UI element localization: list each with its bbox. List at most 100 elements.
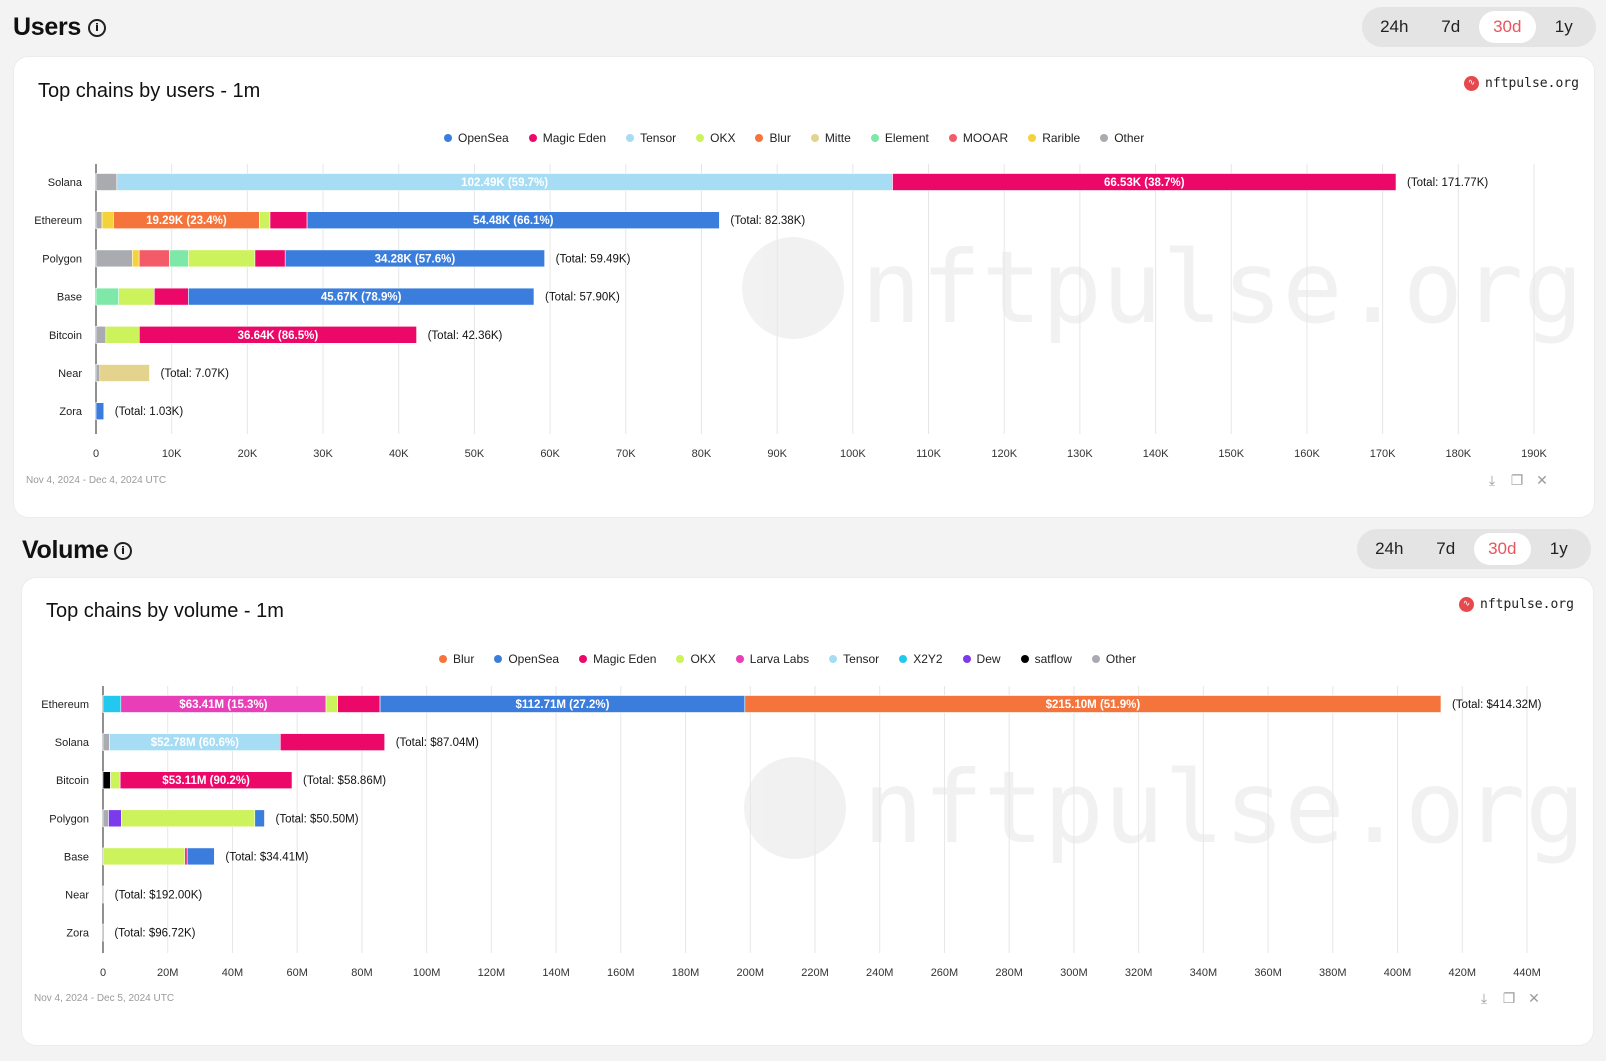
y-category-label: Polygon xyxy=(49,813,89,825)
legend-item[interactable]: satflow xyxy=(1020,652,1072,666)
legend-item[interactable]: Tensor xyxy=(626,131,676,145)
x-tick-label: 80K xyxy=(692,448,712,460)
bar-segment[interactable] xyxy=(102,847,186,866)
bar-segment[interactable] xyxy=(153,287,189,306)
legend-item[interactable]: OKX xyxy=(676,652,716,666)
tab-24h[interactable]: 24h xyxy=(1375,539,1404,558)
bar-segment[interactable] xyxy=(184,847,188,866)
legend-item[interactable]: MOOAR xyxy=(948,131,1008,145)
bar-segment[interactable] xyxy=(138,325,417,344)
tab-24h[interactable]: 24h xyxy=(1380,17,1409,36)
x-tick-label: 80M xyxy=(351,967,372,979)
legend-item[interactable]: Tensor xyxy=(829,652,879,666)
legend-item[interactable]: Rarible xyxy=(1028,131,1080,145)
tab-7d[interactable]: 7d xyxy=(1441,17,1461,36)
bar-segment[interactable] xyxy=(744,695,1442,713)
legend-item[interactable]: OpenSea xyxy=(494,652,559,666)
bar-segment[interactable] xyxy=(102,885,105,904)
x-tick-label: 240M xyxy=(866,967,894,979)
bar-segment[interactable] xyxy=(101,211,114,229)
bar-segment[interactable] xyxy=(132,249,140,268)
bar-segment[interactable] xyxy=(138,249,170,268)
bar-segment[interactable] xyxy=(284,249,545,268)
x-tick-label: 160M xyxy=(607,967,635,979)
bar-segment[interactable] xyxy=(254,249,286,268)
download-icon[interactable]: ⤓ xyxy=(1488,473,1496,489)
bar-segment[interactable] xyxy=(110,771,121,789)
info-icon[interactable]: i xyxy=(88,19,106,37)
legend-item[interactable]: Larva Labs xyxy=(735,652,810,666)
legend-label: Larva Labs xyxy=(749,652,810,666)
bar-segment[interactable] xyxy=(95,325,107,344)
bar-segment[interactable] xyxy=(892,173,1397,191)
bar-segment[interactable] xyxy=(102,695,122,713)
legend-dot xyxy=(696,134,705,142)
x-share-icon[interactable]: ✕ xyxy=(1536,473,1548,489)
x-tick-label: 380M xyxy=(1319,967,1347,979)
legend-item[interactable]: Other xyxy=(1091,652,1136,666)
x-tick-label: 200M xyxy=(737,967,765,979)
info-icon[interactable]: i xyxy=(114,542,132,560)
legend-item[interactable]: Mitte xyxy=(810,131,851,145)
legend-item[interactable]: OKX xyxy=(696,131,735,145)
legend-item[interactable]: Blur xyxy=(755,131,791,145)
bar-segment[interactable] xyxy=(119,771,293,789)
bar-segment[interactable] xyxy=(259,211,271,229)
tab-30d[interactable]: 30d xyxy=(1479,11,1536,43)
bar-data-label: 45.67K (78.9%) xyxy=(321,292,402,304)
tab-1y[interactable]: 1y xyxy=(1549,539,1568,558)
tab-1y[interactable]: 1y xyxy=(1554,17,1573,36)
bar-segment[interactable] xyxy=(102,923,105,942)
copy-icon[interactable]: ❐ xyxy=(1502,991,1516,1007)
bar-segment[interactable] xyxy=(99,364,150,382)
bar-segment[interactable] xyxy=(169,249,189,268)
x-tick-label: 0 xyxy=(93,448,99,460)
bar-segment[interactable] xyxy=(186,847,215,866)
bar-segment[interactable] xyxy=(121,809,256,828)
x-tick-label: 140M xyxy=(542,967,570,979)
bar-segment[interactable] xyxy=(105,325,140,344)
bar-total-label: (Total: 59.49K) xyxy=(556,253,631,265)
legend-item[interactable]: OpenSea xyxy=(444,131,509,145)
bar-data-label: 34.28K (57.6%) xyxy=(375,253,456,265)
bar-segment[interactable] xyxy=(325,695,338,713)
bar-segment[interactable] xyxy=(306,211,720,229)
legend-label: Mitte xyxy=(824,131,851,145)
bar-segment[interactable] xyxy=(188,287,535,306)
legend-item[interactable]: Blur xyxy=(439,652,474,666)
bar-segment[interactable] xyxy=(337,695,381,713)
bar-segment[interactable] xyxy=(95,211,103,229)
bar-segment[interactable] xyxy=(102,771,111,789)
legend-item[interactable]: Element xyxy=(870,131,929,145)
x-share-icon[interactable]: ✕ xyxy=(1528,991,1540,1007)
bar-total-label: (Total: $192.00K) xyxy=(115,890,203,902)
bar-segment[interactable] xyxy=(108,809,122,828)
bar-segment[interactable] xyxy=(279,733,385,751)
bar-segment[interactable] xyxy=(102,809,109,828)
brand-text: nftpulse.org xyxy=(1480,597,1574,612)
x-tick-label: 110K xyxy=(916,448,942,460)
tab-30d[interactable]: 30d xyxy=(1474,533,1531,565)
bar-segment[interactable] xyxy=(95,287,120,306)
legend-item[interactable]: X2Y2 xyxy=(899,652,943,666)
bar-segment[interactable] xyxy=(95,173,118,191)
bar-segment[interactable] xyxy=(188,249,256,268)
bar-segment[interactable] xyxy=(95,364,101,382)
users-section: Users i 24h 7d 30d 1y Top chains by user… xyxy=(0,0,1606,520)
bar-segment[interactable] xyxy=(254,809,265,828)
bar-segment[interactable] xyxy=(269,211,308,229)
y-category-label: Zora xyxy=(59,406,83,418)
legend-item[interactable]: Dew xyxy=(962,652,1001,666)
copy-icon[interactable]: ❐ xyxy=(1510,473,1524,489)
legend-item[interactable]: Other xyxy=(1100,131,1144,145)
bar-segment[interactable] xyxy=(95,249,133,268)
bar-segment[interactable] xyxy=(118,287,155,306)
users-bar-chart: nftpulse.org 0 10K 20K 30K 40K 50K 60K 70K 80K 90K… xyxy=(34,164,1583,460)
bar-segment[interactable] xyxy=(102,733,110,751)
bar-segment[interactable] xyxy=(95,402,105,421)
x-tick-label: 40M xyxy=(222,967,243,979)
legend-item[interactable]: Magic Eden xyxy=(579,652,656,666)
tab-7d[interactable]: 7d xyxy=(1436,539,1456,558)
legend-item[interactable]: Magic Eden xyxy=(528,131,606,145)
download-icon[interactable]: ⤓ xyxy=(1480,991,1488,1007)
